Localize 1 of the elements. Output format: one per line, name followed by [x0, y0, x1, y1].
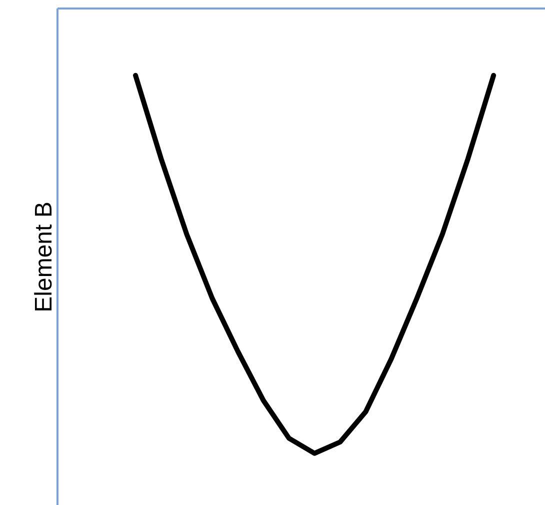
y-axis-title: Element B — [30, 202, 58, 312]
